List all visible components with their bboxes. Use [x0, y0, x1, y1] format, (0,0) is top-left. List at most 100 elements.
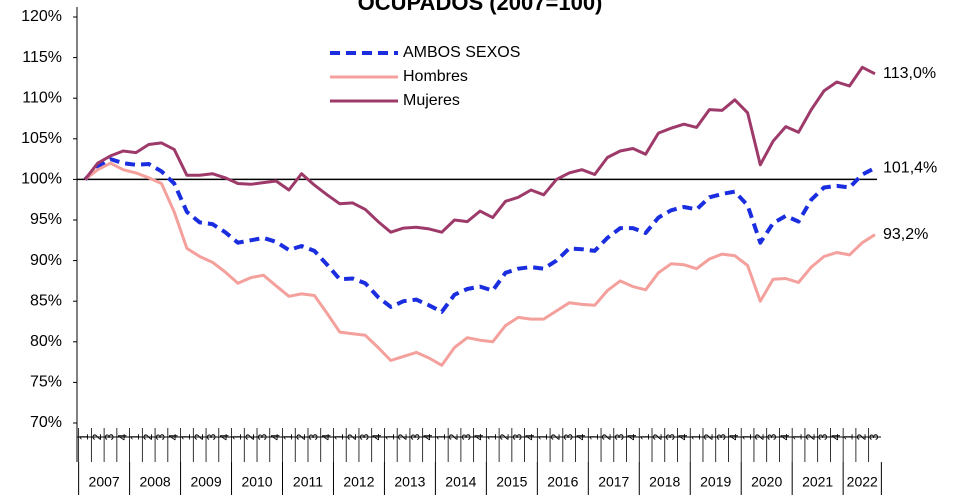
x-tick-label: 3	[663, 433, 677, 440]
x-tick-label: 2	[396, 433, 410, 440]
x-tick-label: 1	[842, 433, 856, 440]
year-label: 2021	[802, 474, 833, 490]
year-label: 2012	[343, 474, 374, 490]
x-tick-label: 2	[803, 433, 817, 440]
x-tick-label: 4	[268, 433, 282, 440]
legend-label: Mujeres	[403, 92, 460, 109]
legend-label: Hombres	[403, 68, 468, 85]
x-tick-label: 1	[179, 433, 193, 440]
year-label: 2013	[394, 474, 425, 490]
x-tick-label: 2	[90, 433, 104, 440]
y-tick-label: 70%	[30, 414, 62, 431]
year-label: 2011	[293, 474, 323, 490]
year-label: 2007	[89, 474, 120, 490]
x-tick-label: 3	[459, 433, 473, 440]
y-tick-label: 95%	[30, 211, 62, 228]
x-tick-label: 3	[357, 433, 371, 440]
year-label: 2019	[700, 474, 731, 490]
x-tick-label: 3	[103, 433, 117, 440]
x-tick-label: 1	[77, 433, 91, 440]
x-tick-label: 1	[791, 433, 805, 440]
year-label: 2014	[445, 474, 476, 490]
x-tick-label: 4	[319, 433, 333, 440]
y-tick-label: 120%	[21, 8, 62, 25]
x-tick-label: 3	[612, 433, 626, 440]
x-tick-label: 2	[752, 433, 766, 440]
x-tick-label: 3	[307, 433, 321, 440]
y-tick-label: 105%	[21, 130, 62, 147]
x-tick-label: 2	[141, 433, 155, 440]
y-tick-label: 75%	[30, 374, 62, 391]
x-tick-label: 2	[345, 433, 359, 440]
x-tick-label: 1	[434, 433, 448, 440]
x-tick-label: 2	[498, 433, 512, 440]
y-tick-label: 90%	[30, 252, 62, 269]
x-tick-label: 4	[829, 433, 843, 440]
x-tick-label: 2	[651, 433, 665, 440]
series-line	[83, 65, 876, 234]
x-tick-label: 1	[689, 433, 703, 440]
x-tick-label: 2	[243, 433, 257, 440]
x-tick-label: 4	[217, 433, 231, 440]
x-tick-label: 4	[625, 433, 639, 440]
year-label: 2015	[496, 474, 527, 490]
x-tick-label: 4	[778, 433, 792, 440]
x-tick-label: 1	[638, 433, 652, 440]
x-tick-label: 2	[447, 433, 461, 440]
y-tick-label: 110%	[22, 89, 62, 106]
y-tick-label: 100%	[21, 171, 62, 188]
y-tick-label: 115%	[22, 49, 62, 66]
x-tick-label: 2	[294, 433, 308, 440]
x-tick-label: 2	[549, 433, 563, 440]
x-tick-label: 1	[230, 433, 244, 440]
end-label: 101,4%	[883, 159, 937, 176]
x-tick-label: 4	[421, 433, 435, 440]
x-tick-label: 1	[332, 433, 346, 440]
year-label: 2009	[190, 474, 221, 490]
year-label: 2018	[649, 474, 680, 490]
x-tick-label: 4	[727, 433, 741, 440]
x-tick-label: 2	[600, 433, 614, 440]
x-tick-label: 4	[574, 433, 588, 440]
x-tick-label: 4	[523, 433, 537, 440]
year-label: 2022	[847, 474, 878, 490]
x-tick-label: 3	[816, 433, 830, 440]
x-tick-label: 2	[192, 433, 206, 440]
year-label: 2008	[140, 474, 171, 490]
x-tick-label: 3	[765, 433, 779, 440]
x-tick-label: 3	[408, 433, 422, 440]
x-tick-label: 3	[714, 433, 728, 440]
x-tick-label: 3	[205, 433, 219, 440]
y-tick-label: 85%	[30, 292, 62, 309]
series-line	[84, 161, 876, 367]
x-tick-label: 1	[740, 433, 754, 440]
x-tick-label: 3	[256, 433, 270, 440]
end-label: 113,0%	[883, 65, 936, 82]
series-line	[83, 157, 876, 314]
x-tick-label: 1	[383, 433, 397, 440]
x-tick-label: 4	[115, 433, 129, 440]
x-tick-label: 1	[128, 433, 142, 440]
x-tick-label: 1	[281, 433, 295, 440]
chart-title: OCUPADOS (2007=100)	[358, 0, 603, 15]
x-tick-label: 4	[370, 433, 384, 440]
x-tick-label: 3	[154, 433, 168, 440]
x-tick-label: 4	[472, 433, 486, 440]
year-label: 2010	[241, 474, 272, 490]
y-tick-label: 80%	[30, 333, 62, 350]
x-tick-label: 3	[510, 433, 524, 440]
x-tick-label: 1	[485, 433, 499, 440]
year-label: 2017	[598, 474, 629, 490]
x-tick-label: 3	[561, 433, 575, 440]
x-tick-label: 2	[854, 433, 868, 440]
x-tick-label: 3	[867, 433, 881, 440]
legend-label: AMBOS SEXOS	[403, 44, 520, 61]
year-label: 2020	[751, 474, 782, 490]
x-tick-label: 1	[587, 433, 601, 440]
x-tick-label: 4	[676, 433, 690, 440]
year-label: 2016	[547, 474, 578, 490]
end-label: 93,2%	[883, 226, 928, 243]
x-tick-label: 4	[166, 433, 180, 440]
x-tick-label: 1	[536, 433, 550, 440]
